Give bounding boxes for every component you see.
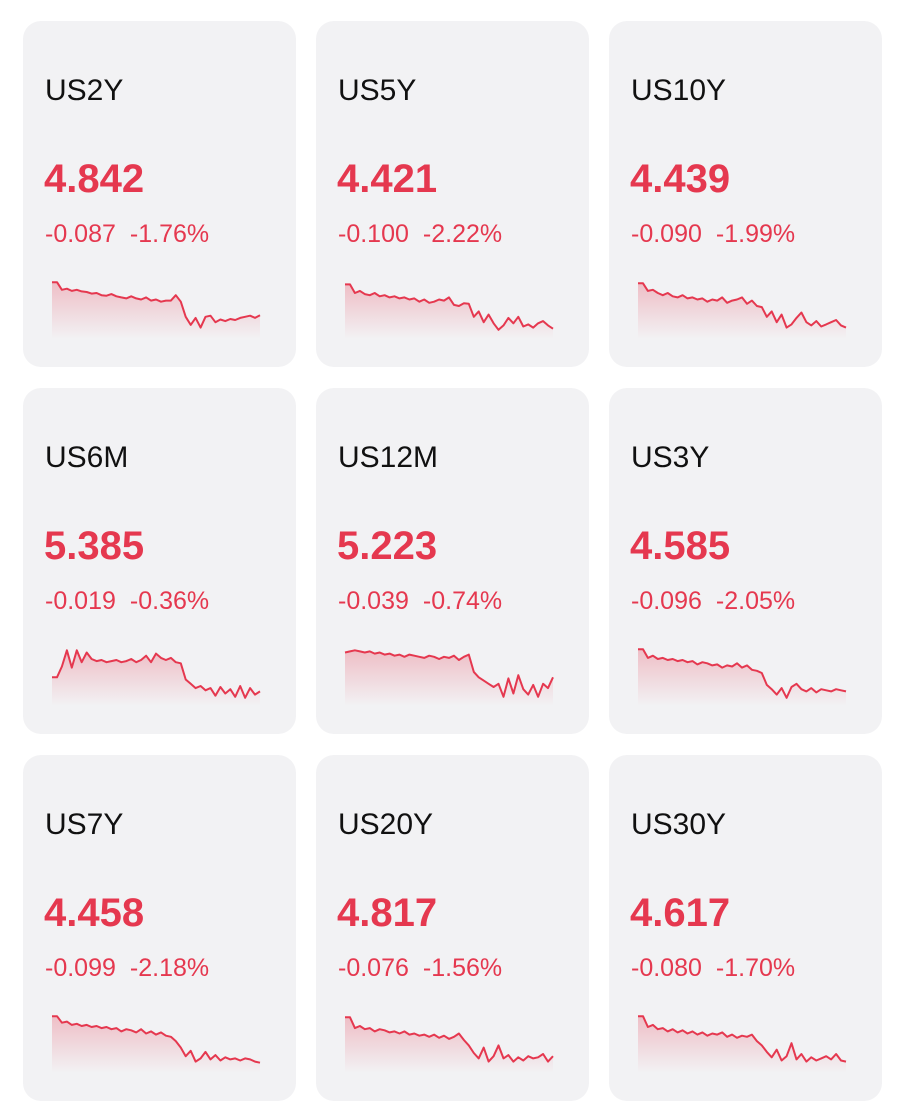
symbol-label: US10Y: [631, 74, 727, 107]
change-value: -0.099: [45, 954, 116, 982]
change-value: -0.096: [631, 587, 702, 615]
symbol-label: US6M: [45, 441, 129, 474]
price-value: 4.842: [44, 157, 145, 201]
change-percent: -1.70%: [715, 954, 796, 982]
sparkline-chart: [345, 283, 554, 339]
sparkline-chart: [52, 1015, 261, 1073]
price-value: 4.817: [337, 891, 438, 935]
change-value: -0.100: [338, 220, 409, 248]
change-row: -0.019 -0.36%: [45, 586, 209, 616]
sparkline-chart: [52, 649, 261, 706]
change-row: -0.099 -2.18%: [45, 953, 209, 983]
sparkline-line: [52, 649, 261, 699]
change-row: -0.100 -2.22%: [338, 219, 502, 249]
symbol-label: US5Y: [338, 74, 417, 107]
price-value: 5.385: [44, 524, 145, 568]
sparkline-line: [344, 649, 554, 698]
symbol-label: US30Y: [631, 808, 727, 841]
change-value: -0.090: [631, 220, 702, 248]
symbol-label: US12M: [338, 441, 439, 474]
quote-card-us6m[interactable]: US6M 5.385 -0.019 -0.36%: [23, 388, 296, 734]
sparkline-line: [345, 283, 554, 331]
sparkline-area: [52, 1016, 260, 1073]
sparkline-area: [345, 284, 553, 339]
sparkline-line: [638, 648, 847, 699]
sparkline-area: [52, 650, 260, 706]
symbol-label: US20Y: [338, 808, 434, 841]
quote-grid: US2Y 4.842 -0.087 -1.76% US5Y 4.421 -0.10…: [23, 21, 882, 1101]
sparkline-chart: [345, 1016, 554, 1073]
change-value: -0.080: [631, 954, 702, 982]
quote-card-us3y[interactable]: US3Y 4.585 -0.096 -2.05%: [609, 388, 882, 734]
sparkline-line: [638, 1015, 847, 1063]
quote-card-us7y[interactable]: US7Y 4.458 -0.099 -2.18%: [23, 755, 296, 1101]
change-row: -0.096 -2.05%: [631, 586, 795, 616]
sparkline-line: [52, 1015, 261, 1064]
sparkline-area: [345, 1017, 553, 1073]
change-value: -0.019: [45, 587, 116, 615]
sparkline-area: [638, 283, 846, 339]
change-value: -0.076: [338, 954, 409, 982]
change-value: -0.087: [45, 220, 116, 248]
change-percent: -2.22%: [422, 220, 503, 248]
quote-card-us2y[interactable]: US2Y 4.842 -0.087 -1.76%: [23, 21, 296, 367]
sparkline-chart: [638, 1015, 847, 1073]
change-percent: -2.18%: [129, 954, 210, 982]
sparkline-area: [638, 1016, 846, 1073]
quote-card-us20y[interactable]: US20Y 4.817 -0.076 -1.56%: [316, 755, 589, 1101]
sparkline-chart: [638, 282, 847, 339]
symbol-label: US7Y: [45, 808, 124, 841]
sparkline-chart: [638, 648, 847, 706]
change-row: -0.090 -1.99%: [631, 219, 795, 249]
sparkline-line: [52, 281, 261, 329]
change-value: -0.039: [338, 587, 409, 615]
change-row: -0.076 -1.56%: [338, 953, 502, 983]
price-value: 4.585: [630, 524, 731, 568]
price-value: 4.458: [44, 891, 145, 935]
change-row: -0.087 -1.76%: [45, 219, 209, 249]
change-percent: -2.05%: [715, 587, 796, 615]
change-percent: -0.36%: [129, 587, 210, 615]
sparkline-line: [345, 1016, 554, 1063]
price-value: 4.617: [630, 891, 731, 935]
quote-card-us10y[interactable]: US10Y 4.439 -0.090 -1.99%: [609, 21, 882, 367]
change-percent: -1.76%: [129, 220, 210, 248]
quote-card-us12m[interactable]: US12M 5.223 -0.039 -0.74%: [316, 388, 589, 734]
price-value: 4.439: [630, 157, 731, 201]
quote-card-us30y[interactable]: US30Y 4.617 -0.080 -1.70%: [609, 755, 882, 1101]
quote-card-us5y[interactable]: US5Y 4.421 -0.100 -2.22%: [316, 21, 589, 367]
symbol-label: US3Y: [631, 441, 710, 474]
price-value: 4.421: [337, 157, 438, 201]
change-percent: -0.74%: [422, 587, 503, 615]
sparkline-area: [638, 649, 846, 706]
change-row: -0.039 -0.74%: [338, 586, 502, 616]
sparkline-chart: [52, 281, 261, 339]
symbol-label: US2Y: [45, 74, 124, 107]
change-percent: -1.56%: [422, 954, 503, 982]
change-percent: -1.99%: [715, 220, 796, 248]
sparkline-line: [638, 282, 847, 329]
change-row: -0.080 -1.70%: [631, 953, 795, 983]
sparkline-chart: [344, 649, 554, 706]
price-value: 5.223: [337, 524, 438, 568]
